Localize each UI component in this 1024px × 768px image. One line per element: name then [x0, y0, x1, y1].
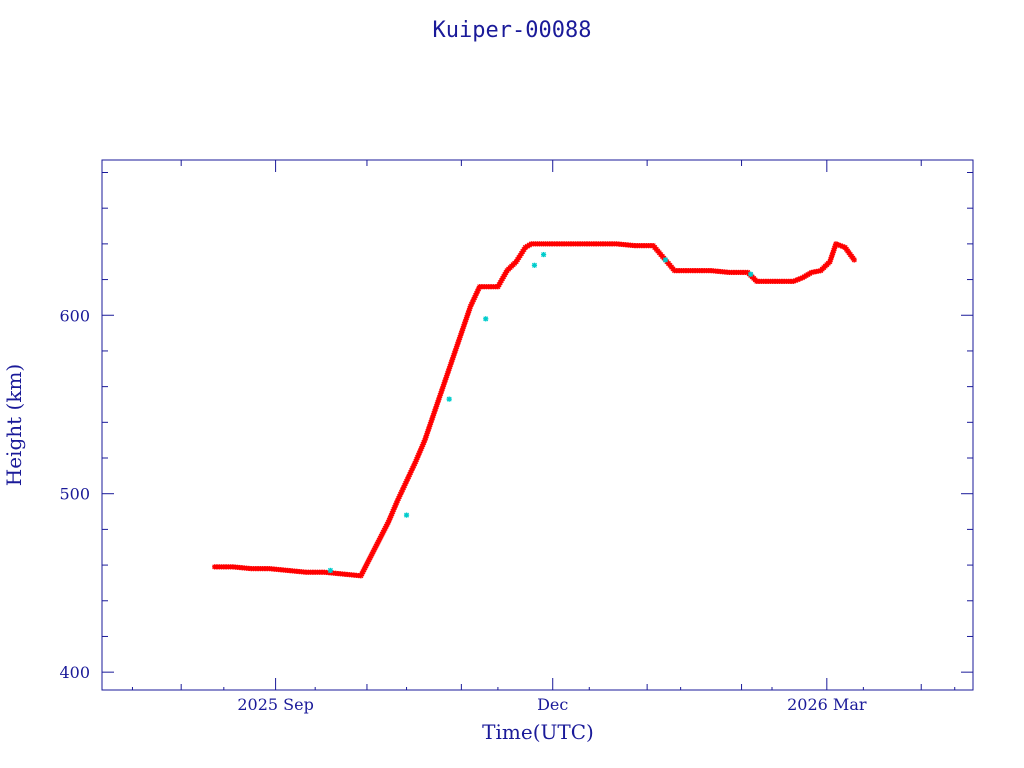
x-tick-label: 2025 Sep [237, 695, 313, 714]
data-point [748, 271, 754, 277]
data-point [662, 257, 669, 263]
data-point [424, 430, 430, 437]
y-tick-label: 600 [59, 306, 90, 325]
data-point [531, 262, 538, 268]
y-tick-label: 500 [59, 485, 90, 504]
data-points [212, 241, 857, 579]
data-point [467, 305, 473, 312]
plot-frame [101, 159, 974, 691]
y-tick-label: 400 [59, 663, 90, 682]
tick-labels: 400 500 600 2025 Sep Dec 2026 Mar [59, 306, 866, 714]
x-tick-label: Dec [537, 695, 568, 714]
data-point [455, 339, 461, 345]
x-axis-title: Time(UTC) [482, 720, 594, 744]
x-tick-label: 2026 Mar [787, 695, 867, 714]
data-point [327, 567, 334, 574]
data-point [851, 257, 857, 263]
data-point [483, 316, 489, 322]
axis-ticks [102, 160, 973, 690]
chart-title: Kuiper-00088 [433, 18, 592, 43]
data-point [540, 251, 547, 258]
y-axis-title: Height (km) [2, 364, 26, 486]
data-point [403, 512, 410, 518]
data-point [446, 396, 452, 402]
data-point [429, 415, 436, 421]
